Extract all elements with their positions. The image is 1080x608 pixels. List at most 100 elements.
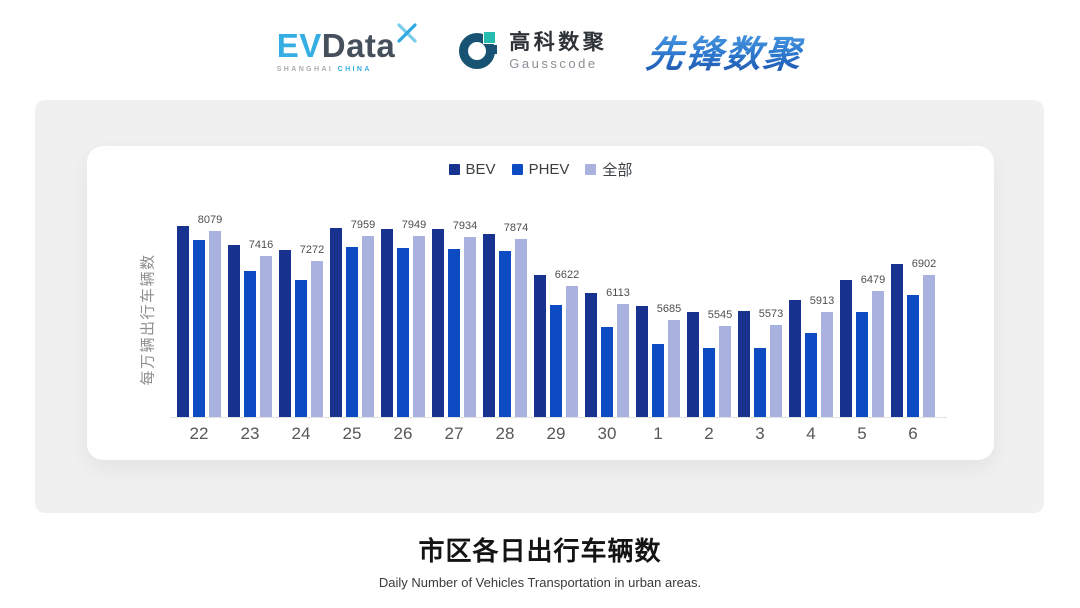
value-label-6: 6902 <box>911 258 937 271</box>
bar-phev-26 <box>397 247 409 417</box>
bar-group-3: 5573 <box>738 221 783 417</box>
bar-phev-25 <box>346 247 358 417</box>
bar-group-29: 6622 <box>534 221 580 417</box>
bar-phev-28 <box>499 251 511 417</box>
bar-phev-5 <box>856 311 868 417</box>
bar-phev-4 <box>805 333 817 417</box>
legend-swatch-phev <box>511 163 523 175</box>
legend-item-all[interactable]: 全部 <box>585 159 632 180</box>
x-tick-1: 1 <box>653 424 663 443</box>
legend-swatch-all <box>585 163 597 175</box>
bar-all-2 <box>719 325 731 417</box>
legend-label-bev: BEV <box>465 160 496 178</box>
value-label-4: 5913 <box>809 294 835 307</box>
bar-phev-29 <box>550 305 562 417</box>
legend-swatch-bev <box>448 163 460 175</box>
value-label-2: 5545 <box>707 308 733 321</box>
bar-all-29 <box>566 285 578 417</box>
chart-panel: BEV PHEV 全部 每万辆出行车辆数 8079 7416 7272 7959 7949 7… <box>35 100 1044 513</box>
bar-group-27: 7934 <box>432 219 478 417</box>
bar-phev-27 <box>448 249 460 417</box>
bar-bev-30 <box>585 292 597 417</box>
y-axis-label: 每万辆出行车辆数 <box>139 252 157 386</box>
bar-phev-3 <box>754 348 766 417</box>
x-tick-2: 2 <box>704 424 714 443</box>
plot-area: 8079 7416 7272 7959 7949 7934 7874 6622 6113 5685… <box>170 214 947 418</box>
evdata-sub-shanghai: SHANGHAI <box>276 66 334 73</box>
chart-area: 每万辆出行车辆数 8079 7416 7272 7959 7949 7934 7874 662… <box>127 214 994 444</box>
value-label-28: 7874 <box>503 222 529 234</box>
value-label-26: 7949 <box>401 219 427 232</box>
value-label-27: 7934 <box>452 219 478 232</box>
bar-group-24: 7272 <box>279 221 325 417</box>
bar-group-22: 8079 <box>177 214 222 417</box>
bar-all-4 <box>821 311 833 417</box>
x-tick-3: 3 <box>755 424 765 443</box>
x-tick-29: 29 <box>546 424 566 443</box>
bar-group-23: 7416 <box>228 221 274 417</box>
x-tick-27: 27 <box>444 424 464 443</box>
bar-phev-30 <box>601 326 613 417</box>
page-title: 市区各日出行车辆数 <box>418 536 662 566</box>
legend-label-phev: PHEV <box>528 160 570 178</box>
x-tick-5: 5 <box>857 424 867 443</box>
x-tick-6: 6 <box>908 424 918 443</box>
legend-item-phev[interactable]: PHEV <box>511 160 570 178</box>
value-label-25: 7959 <box>350 218 376 231</box>
bar-phev-22 <box>193 239 205 417</box>
value-label-29: 6622 <box>554 268 580 281</box>
value-label-1: 5685 <box>656 303 682 316</box>
bar-group-26: 7949 <box>381 219 427 417</box>
bar-group-25: 7959 <box>330 218 376 417</box>
bar-all-5 <box>872 290 884 417</box>
bar-bev-29 <box>534 274 546 417</box>
bar-bev-2 <box>687 312 699 417</box>
bar-all-26 <box>413 236 425 417</box>
bar-group-28: 7874 <box>483 221 529 417</box>
brand-header: EV Data SHANGHAI CHINA <box>0 20 1080 82</box>
bar-bev-5 <box>840 280 852 417</box>
x-tick-24: 24 <box>291 424 311 443</box>
x-tick-23: 23 <box>240 424 260 443</box>
chart-card: BEV PHEV 全部 每万辆出行车辆数 8079 7416 7272 7959 7949 7… <box>87 146 994 460</box>
bar-bev-25 <box>330 228 342 417</box>
bar-bev-24 <box>279 249 291 417</box>
bar-phev-6 <box>907 295 919 417</box>
bar-bev-22 <box>177 225 189 417</box>
x-tick-22: 22 <box>189 424 209 443</box>
bar-all-6 <box>923 275 935 417</box>
bar-group-6: 6902 <box>891 221 937 417</box>
evdata-star-icon <box>397 23 417 47</box>
bar-phev-24 <box>295 279 307 417</box>
gausscode-g-icon <box>457 30 500 72</box>
value-label-23: 7416 <box>248 239 274 251</box>
xianfeng-logo: 先锋数聚 <box>644 24 807 78</box>
value-label-24: 7272 <box>299 244 325 257</box>
gausscode-name-en: Gausscode <box>509 55 598 71</box>
x-axis-ticks: 22 23 24 25 26 27 28 29 30 1 2 3 4 5 6 <box>177 424 935 444</box>
evdata-logo-data: Data <box>321 27 396 64</box>
evdata-sub-china: CHINA <box>337 66 372 73</box>
bar-phev-1 <box>652 344 664 417</box>
bar-all-3 <box>770 324 782 417</box>
bar-bev-26 <box>381 229 393 417</box>
legend-item-bev[interactable]: BEV <box>448 160 496 178</box>
bar-all-22 <box>209 231 221 417</box>
bar-bev-23 <box>228 245 240 417</box>
bar-bev-28 <box>483 233 495 417</box>
bar-phev-2 <box>703 347 715 417</box>
caption: 市区各日出行车辆数 Daily Number of Vehicles Trans… <box>0 531 1080 590</box>
gausscode-name-cn: 高科数聚 <box>509 31 608 55</box>
bar-all-24 <box>311 261 323 417</box>
bar-group-4: 5913 <box>789 221 835 417</box>
value-label-22: 8079 <box>197 214 223 227</box>
chart-legend: BEV PHEV 全部 <box>87 159 994 180</box>
bar-all-28 <box>515 239 527 417</box>
bar-bev-4 <box>789 300 801 417</box>
bar-group-5: 6479 <box>840 221 886 417</box>
bar-group-1: 5685 <box>636 221 682 417</box>
legend-label-all: 全部 <box>602 161 633 179</box>
x-tick-28: 28 <box>495 424 515 443</box>
value-label-5: 6479 <box>860 273 886 286</box>
x-tick-25: 25 <box>342 424 362 443</box>
